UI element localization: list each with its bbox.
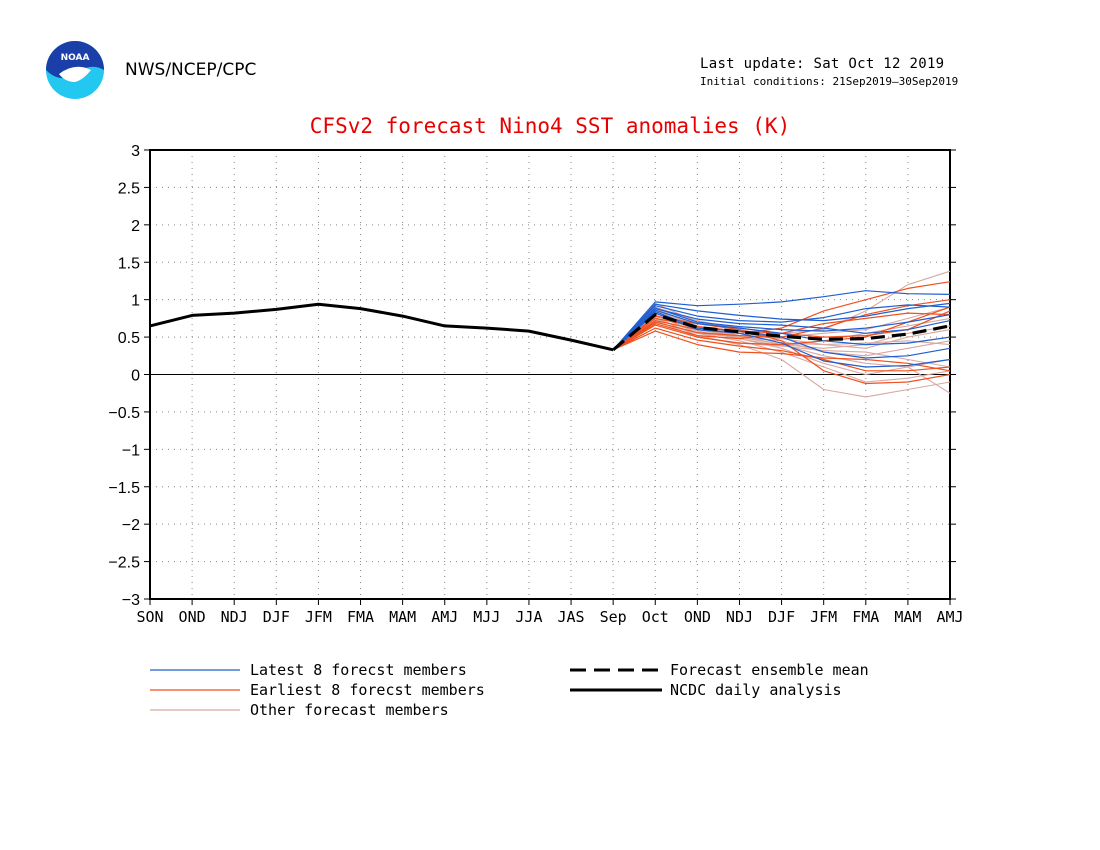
x-tick-label: MAM [389,608,416,626]
logo-text: NOAA [61,53,90,63]
y-tick-label: 2 [131,218,140,235]
series-line-latest-5 [612,309,951,351]
x-tick-label: OND [684,608,711,626]
x-tick-label: FMA [347,608,374,626]
x-tick-label: SON [136,608,163,626]
series-line-latest-8 [612,308,951,351]
y-tick-label: 0.5 [118,330,140,347]
x-tick-label: FMA [852,608,879,626]
legend-label-earliest: Earliest 8 forecst members [250,681,485,699]
x-tick-label: JFM [810,608,837,626]
series-line-analysis [149,302,614,352]
series-line-latest-2 [612,302,951,351]
series-layer [149,270,951,398]
x-tick-label: NDJ [221,608,248,626]
series-line-mean [612,313,951,352]
legend: Latest 8 forecst members Earliest 8 forec… [150,661,869,719]
x-tick-label: AMJ [431,608,458,626]
organization-label: NWS/NCEP/CPC [125,60,257,80]
y-tick-label: 3 [131,143,140,160]
series-line-earliest-3 [612,306,951,351]
legend-label-latest: Latest 8 forecst members [250,661,467,679]
series-line-latest-3 [612,304,951,351]
x-tick-label: JJA [515,608,542,626]
y-tick-label: −1.5 [108,480,140,497]
y-tick-label: 1 [131,293,140,310]
series-line-latest-1 [612,290,951,351]
y-tick-label: 2.5 [118,180,140,197]
series-line-earliest-4 [612,327,951,372]
legend-label-other: Other forecast members [250,701,449,719]
y-tick-label: −2 [122,517,140,534]
x-tick-label: AMJ [936,608,963,626]
y-tick-label: −1 [122,442,140,459]
x-tick-label: Sep [600,608,627,626]
x-tick-label: Oct [642,608,669,626]
legend-label-analysis: NCDC daily analysis [670,681,842,699]
chart-title: CFSv2 forecast Nino4 SST anomalies (K) [309,114,791,138]
x-tick-label: MJJ [473,608,500,626]
y-tick-label: −3 [122,592,140,609]
grid-layer [150,150,950,599]
y-tick-label: −2.5 [108,555,140,572]
noaa-logo: NOAA [46,41,104,99]
y-tick-label: 0 [131,368,140,385]
x-tick-label: MAM [894,608,921,626]
x-tick-label: DJF [263,608,290,626]
series-line-latest-6 [612,311,951,359]
y-tick-label: 1.5 [118,255,140,272]
x-tick-label: JAS [558,608,585,626]
legend-label-mean: Forecast ensemble mean [670,661,869,679]
last-update-label: Last update: Sat Oct 12 2019 [700,56,945,72]
series-line-earliest-6 [612,330,951,372]
x-tick-label: JFM [305,608,332,626]
initial-conditions-label: Initial conditions: 21Sep2019–30Sep2019 [700,75,959,88]
x-tick-label: NDJ [726,608,753,626]
x-tick-label: OND [179,608,206,626]
x-tick-label: DJF [768,608,795,626]
y-tick-label: −0.5 [108,405,140,422]
